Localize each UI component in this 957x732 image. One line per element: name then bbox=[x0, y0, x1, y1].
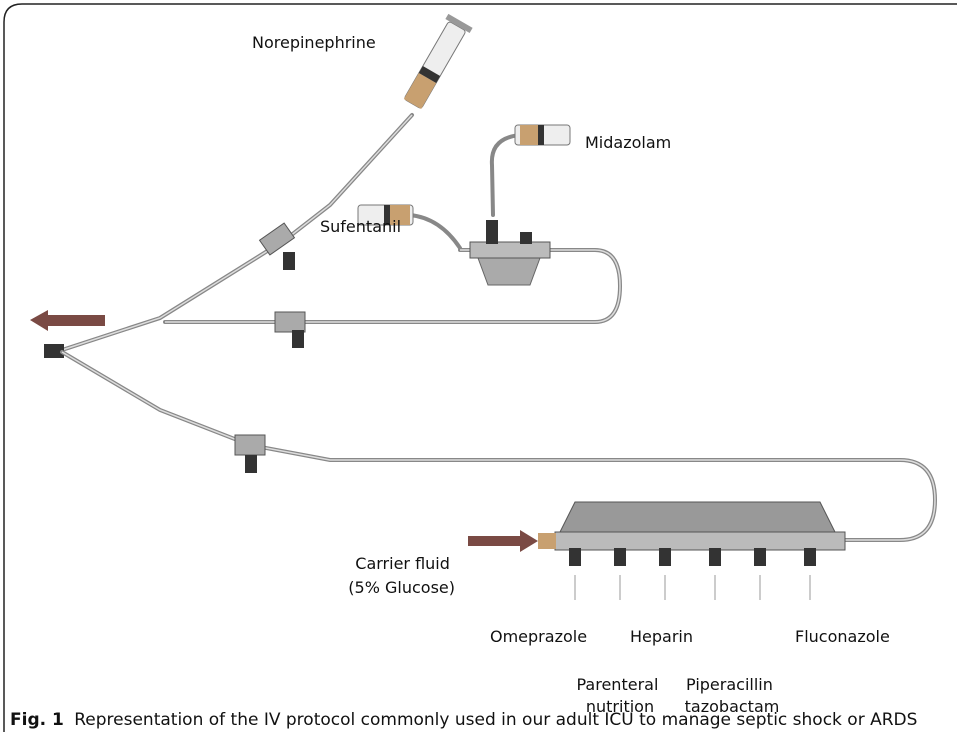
connector bbox=[234, 434, 266, 456]
tube bbox=[489, 133, 522, 217]
label-line: Piperacillin bbox=[686, 675, 773, 694]
manifold bbox=[559, 501, 836, 533]
diagram bbox=[30, 13, 938, 600]
ports bbox=[569, 548, 816, 566]
arrow bbox=[30, 310, 105, 331]
connector bbox=[538, 533, 556, 549]
port bbox=[486, 220, 498, 244]
label: Parenteral nutrition bbox=[577, 675, 664, 716]
label: Fluconazole bbox=[795, 627, 890, 646]
label: Midazolam bbox=[585, 133, 671, 152]
label: Carrier fluid (5% Glucose) bbox=[348, 554, 455, 597]
port bbox=[520, 232, 532, 244]
syringe bbox=[514, 124, 571, 146]
arrow bbox=[468, 530, 538, 552]
port bbox=[283, 252, 295, 270]
syringe bbox=[403, 13, 473, 109]
label-line: (5% Glucose) bbox=[348, 578, 455, 597]
hub bbox=[44, 344, 64, 358]
syringe bbox=[357, 204, 414, 226]
manifold bbox=[469, 241, 551, 259]
tube bbox=[163, 248, 623, 324]
label-line: tazobactam bbox=[685, 697, 780, 716]
pointers bbox=[574, 575, 811, 600]
frame bbox=[3, 3, 957, 732]
tube bbox=[61, 351, 936, 541]
label-line: nutrition bbox=[586, 697, 654, 716]
connector bbox=[258, 222, 296, 256]
tube bbox=[408, 213, 462, 250]
label: Heparin bbox=[630, 627, 693, 646]
manifold bbox=[477, 257, 541, 286]
port bbox=[292, 330, 304, 348]
tube bbox=[165, 249, 621, 323]
label: Omeprazole bbox=[490, 627, 587, 646]
manifold bbox=[554, 531, 846, 551]
caption-label: Fig. 1 bbox=[10, 710, 64, 730]
label: Sufentanil bbox=[320, 217, 401, 236]
caption: Fig. 1 Representation of the IV protocol… bbox=[10, 710, 917, 730]
label: Piperacillin tazobactam bbox=[685, 675, 780, 716]
connector bbox=[274, 311, 306, 333]
port bbox=[245, 455, 257, 473]
label-line: Parenteral bbox=[577, 675, 659, 694]
label: Norepinephrine bbox=[252, 33, 376, 52]
label-line: Carrier fluid bbox=[355, 554, 450, 573]
caption-text: Representation of the IV protocol common… bbox=[74, 710, 917, 730]
